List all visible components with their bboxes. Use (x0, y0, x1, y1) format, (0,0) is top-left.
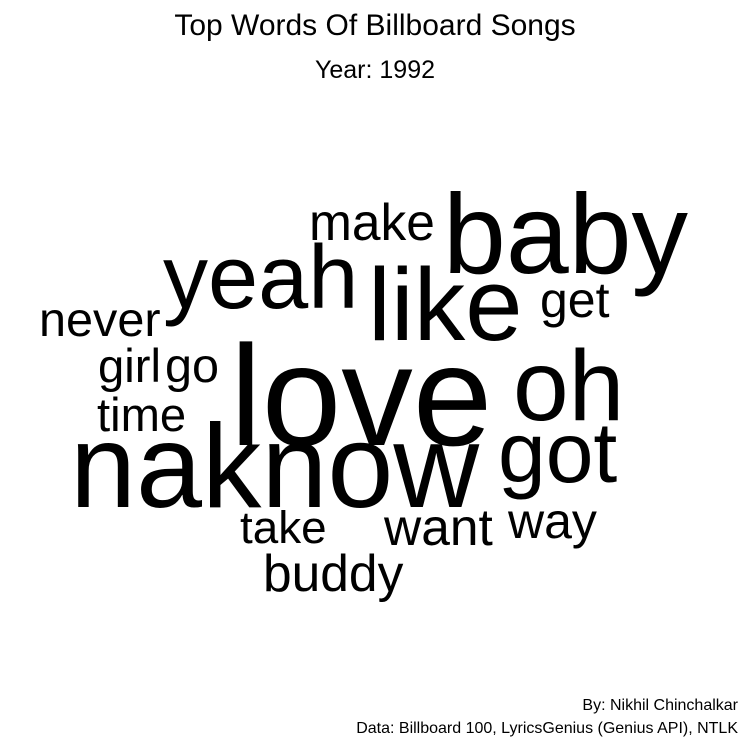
word-buddy: buddy (263, 544, 404, 602)
word-love: love (230, 317, 492, 476)
word-go: go (165, 339, 219, 393)
word-girl: girl (98, 340, 161, 393)
word-got: got (498, 405, 617, 501)
word-want: want (383, 498, 493, 556)
word-way: way (507, 493, 597, 549)
chart-title: Top Words Of Billboard Songs (174, 9, 576, 42)
word-yeah: yeah (163, 227, 358, 328)
word-oh: oh (513, 330, 624, 442)
data-source-credit: Data: Billboard 100, LyricsGenius (Geniu… (356, 720, 738, 737)
word-get: get (540, 272, 610, 328)
word-baby: baby (443, 171, 689, 297)
word-take: take (240, 502, 327, 553)
word-make: make (309, 193, 435, 251)
word-time: time (97, 389, 186, 442)
word-like: like (368, 247, 523, 362)
word-naknow: naknow (70, 401, 479, 533)
word-never: never (39, 293, 161, 347)
author-credit: By: Nikhil Chinchalkar (582, 697, 738, 714)
chart-subtitle: Year: 1992 (314, 56, 436, 84)
